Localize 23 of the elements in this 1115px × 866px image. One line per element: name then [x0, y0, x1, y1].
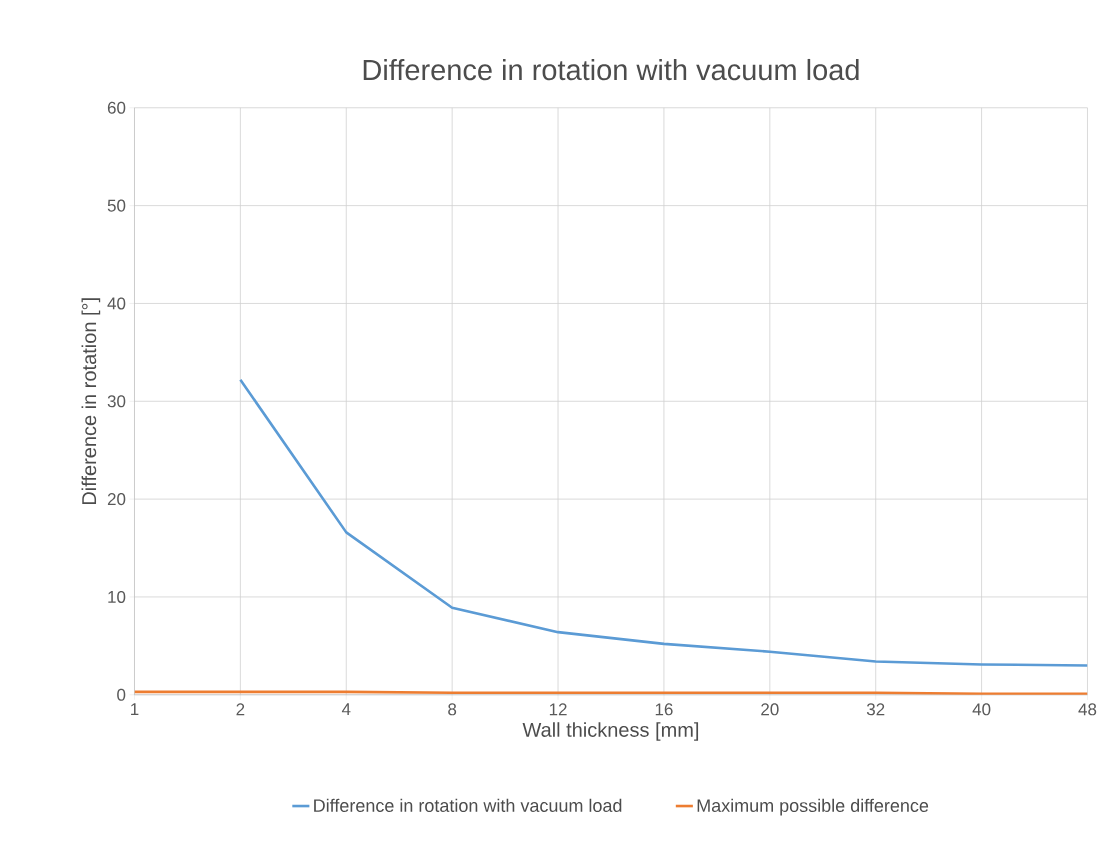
x-tick-label: 2 — [236, 703, 245, 716]
x-tick-label: 12 — [549, 703, 567, 716]
y-tick-label: 30 — [107, 395, 126, 408]
y-axis-title: Difference in rotation [°] — [81, 298, 101, 505]
line-series — [239, 378, 1088, 667]
x-tick-label: 32 — [866, 703, 885, 716]
legend-label: Difference in rotation with vacuum load — [314, 798, 622, 812]
x-tick-label: 8 — [448, 703, 457, 716]
x-tick-label: 16 — [655, 703, 673, 716]
legend-label: Maximum possible difference — [697, 798, 929, 816]
x-tick-label: 1 — [131, 703, 139, 716]
x-tick-label: 4 — [341, 703, 351, 716]
y-tick-label: 20 — [107, 493, 126, 506]
y-tick-label: 40 — [107, 297, 126, 310]
y-tick-label: 10 — [108, 590, 126, 603]
x-axis-title: Wall thickness [mm] — [522, 722, 699, 741]
y-tick-label: 50 — [107, 199, 126, 212]
x-tick-label: 48 — [1078, 703, 1097, 716]
x-tick-label: 40 — [972, 703, 991, 716]
y-tick-label: 0 — [117, 688, 126, 701]
chart-title: Difference in rotation with vacuum load — [363, 58, 859, 81]
y-tick-label: 60 — [107, 101, 126, 114]
x-tick-label: 20 — [761, 703, 779, 716]
